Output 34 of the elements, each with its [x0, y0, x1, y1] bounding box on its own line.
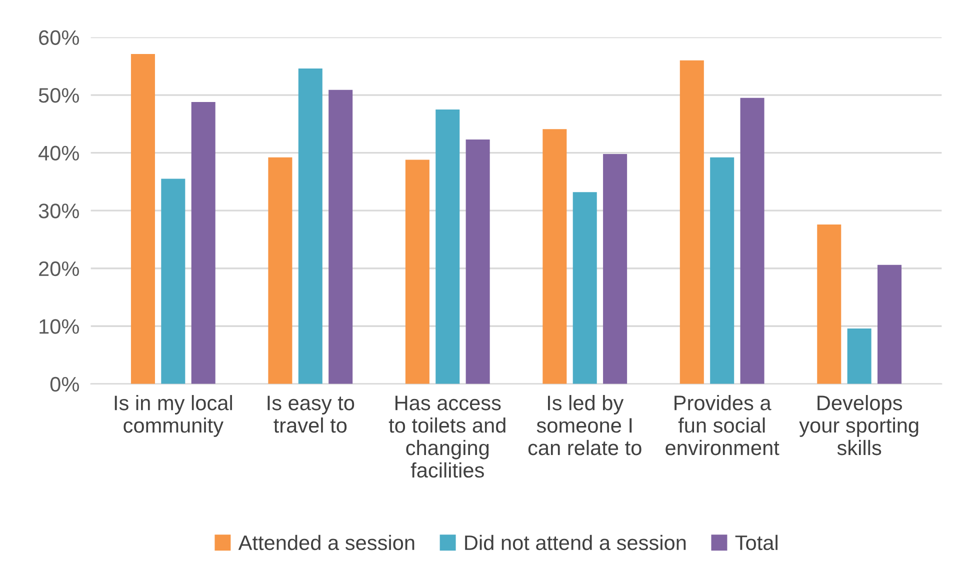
y-tick-label: 50% — [38, 88, 79, 103]
y-tick-label: 30% — [38, 204, 79, 218]
bar — [405, 160, 430, 384]
bar — [740, 98, 764, 384]
x-tick-label: Is in my local community — [114, 395, 232, 437]
y-tick-label: 0% — [50, 376, 79, 392]
bar — [268, 157, 292, 384]
x-tick-label: Has access to toilets and changing facilities — [388, 396, 506, 478]
legend-label: Attended a session — [238, 534, 414, 550]
bar — [191, 102, 216, 384]
legend-label: Total — [735, 534, 778, 550]
bar — [847, 328, 872, 384]
bar — [710, 157, 734, 384]
bar — [298, 68, 322, 384]
bar — [130, 54, 155, 384]
x-tick-label: Provides a fun social environment — [666, 395, 780, 456]
y-tick-label: 20% — [39, 261, 79, 276]
bar — [328, 90, 353, 384]
legend-label: Did not attend a session — [465, 534, 686, 550]
bar — [572, 192, 597, 384]
bar — [466, 140, 490, 384]
x-tick-label: Is easy to travel to — [268, 396, 354, 433]
x-tick-label: Develops your sporting skills — [799, 395, 918, 456]
bar — [680, 60, 704, 384]
bar — [817, 224, 842, 384]
bar — [542, 129, 567, 384]
bar — [436, 109, 460, 384]
x-tick-label: Is led by someone I can relate to — [528, 395, 642, 456]
bar — [878, 264, 902, 384]
y-tick-label: 40% — [38, 146, 79, 161]
y-tick-label: 60% — [39, 30, 79, 45]
bar — [161, 178, 186, 384]
bar — [603, 154, 628, 384]
y-tick-label: 10% — [40, 319, 79, 334]
